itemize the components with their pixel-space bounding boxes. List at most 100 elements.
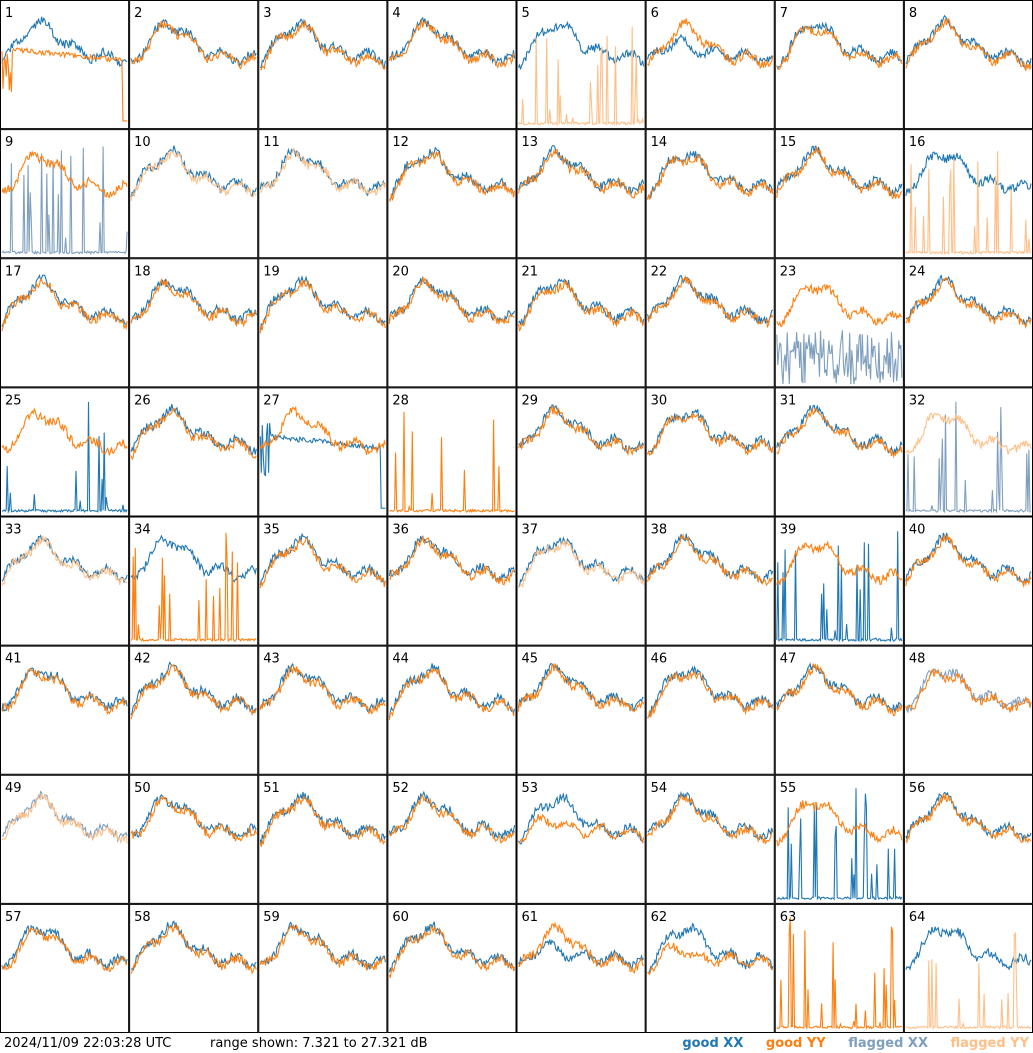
panel-label: 25 bbox=[5, 393, 22, 408]
panel-label: 58 bbox=[134, 910, 151, 925]
panel-18: 18 bbox=[129, 258, 259, 388]
series-yy-35 bbox=[259, 537, 386, 589]
panel-label: 16 bbox=[909, 135, 926, 150]
panel-frame bbox=[0, 516, 130, 646]
series-xx-23 bbox=[776, 330, 903, 385]
panel-label: 32 bbox=[909, 393, 926, 408]
panel-8: 8 bbox=[903, 0, 1033, 130]
panel-label: 4 bbox=[392, 6, 400, 21]
panel-label: 49 bbox=[5, 781, 22, 796]
panel-5: 5 bbox=[516, 0, 646, 130]
panel-frame bbox=[516, 129, 646, 259]
panel-17: 17 bbox=[0, 258, 130, 388]
series-yy-52 bbox=[388, 793, 516, 844]
series-yy-5 bbox=[518, 26, 645, 127]
panel-28: 28 bbox=[387, 387, 517, 517]
series-xx-29 bbox=[518, 404, 645, 454]
series-xx-17 bbox=[1, 273, 128, 327]
panel-25: 25 bbox=[0, 387, 130, 517]
series-xx-32 bbox=[905, 401, 1032, 514]
panel-27: 27 bbox=[258, 387, 388, 517]
series-yy-14 bbox=[647, 153, 774, 200]
panel-frame bbox=[645, 645, 775, 775]
panel-35: 35 bbox=[258, 516, 388, 646]
panel-label: 40 bbox=[909, 523, 926, 538]
series-xx-35 bbox=[259, 533, 386, 586]
panel-frame bbox=[516, 903, 646, 1033]
series-xx-27 bbox=[259, 423, 386, 509]
series-xx-46 bbox=[647, 665, 774, 718]
panel-26: 26 bbox=[129, 387, 259, 517]
panel-label: 60 bbox=[392, 910, 409, 925]
panel-55: 55 bbox=[774, 774, 904, 904]
panel-label: 42 bbox=[134, 652, 151, 667]
series-xx-39 bbox=[776, 531, 903, 643]
panel-53: 53 bbox=[516, 774, 646, 904]
panel-frame bbox=[645, 774, 775, 904]
series-xx-20 bbox=[388, 276, 516, 324]
panel-frame bbox=[645, 258, 775, 388]
series-yy-57 bbox=[1, 926, 128, 973]
series-xx-15 bbox=[776, 145, 903, 197]
panel-frame bbox=[0, 258, 130, 388]
series-xx-34 bbox=[130, 534, 257, 583]
panel-label: 9 bbox=[5, 135, 13, 150]
panel-label: 3 bbox=[263, 6, 271, 21]
panel-frame bbox=[258, 516, 388, 646]
series-yy-49 bbox=[1, 792, 128, 844]
panel-frame bbox=[903, 0, 1033, 130]
series-yy-63 bbox=[776, 917, 903, 1030]
panel-label: 5 bbox=[522, 6, 530, 21]
panel-29: 29 bbox=[516, 387, 646, 517]
panel-61: 61 bbox=[516, 903, 646, 1033]
panel-frame bbox=[774, 0, 904, 130]
series-yy-54 bbox=[647, 793, 774, 845]
panel-20: 20 bbox=[387, 258, 517, 388]
panel-62: 62 bbox=[645, 903, 775, 1033]
panel-label: 53 bbox=[522, 781, 539, 796]
panel-38: 38 bbox=[645, 516, 775, 646]
panel-40: 40 bbox=[903, 516, 1033, 646]
panel-frame bbox=[387, 903, 517, 1033]
panel-frame bbox=[516, 516, 646, 646]
panel-label: 56 bbox=[909, 781, 926, 796]
series-xx-59 bbox=[259, 921, 386, 970]
panel-21: 21 bbox=[516, 258, 646, 388]
panel-label: 29 bbox=[522, 393, 539, 408]
panel-57: 57 bbox=[0, 903, 130, 1033]
panel-label: 38 bbox=[651, 523, 668, 538]
panel-label: 34 bbox=[134, 523, 151, 538]
panel-frame bbox=[387, 0, 517, 130]
panel-label: 23 bbox=[780, 264, 797, 279]
panel-frame bbox=[258, 129, 388, 259]
series-xx-11 bbox=[259, 147, 386, 197]
series-xx-54 bbox=[647, 790, 774, 841]
panel-48: 48 bbox=[903, 645, 1033, 775]
series-xx-1 bbox=[1, 16, 128, 68]
series-xx-14 bbox=[647, 150, 774, 199]
series-yy-58 bbox=[130, 922, 257, 975]
panel-frame bbox=[774, 387, 904, 517]
series-yy-19 bbox=[259, 280, 386, 334]
series-xx-41 bbox=[1, 667, 128, 712]
panel-frame bbox=[258, 774, 388, 904]
series-yy-13 bbox=[517, 148, 645, 199]
series-yy-11 bbox=[260, 148, 386, 197]
legend-good-yy: good YY bbox=[766, 1036, 826, 1051]
series-yy-21 bbox=[517, 278, 645, 332]
panel-3: 3 bbox=[258, 0, 388, 130]
legend-flagged-xx-label: flagged XX bbox=[848, 1036, 928, 1051]
timestamp: 2024/11/09 22:03:28 UTC bbox=[4, 1036, 172, 1051]
series-yy-6 bbox=[647, 18, 774, 70]
series-yy-34 bbox=[130, 532, 257, 643]
series-xx-24 bbox=[905, 274, 1032, 326]
series-xx-16 bbox=[905, 151, 1032, 196]
panel-label: 24 bbox=[909, 264, 926, 279]
panel-label: 6 bbox=[651, 6, 659, 21]
series-yy-7 bbox=[776, 24, 903, 71]
panel-13: 13 bbox=[516, 129, 646, 259]
panel-label: 2 bbox=[134, 6, 142, 21]
panel-label: 21 bbox=[522, 264, 539, 279]
panel-64: 64 bbox=[903, 903, 1033, 1033]
panel-label: 46 bbox=[651, 652, 668, 667]
